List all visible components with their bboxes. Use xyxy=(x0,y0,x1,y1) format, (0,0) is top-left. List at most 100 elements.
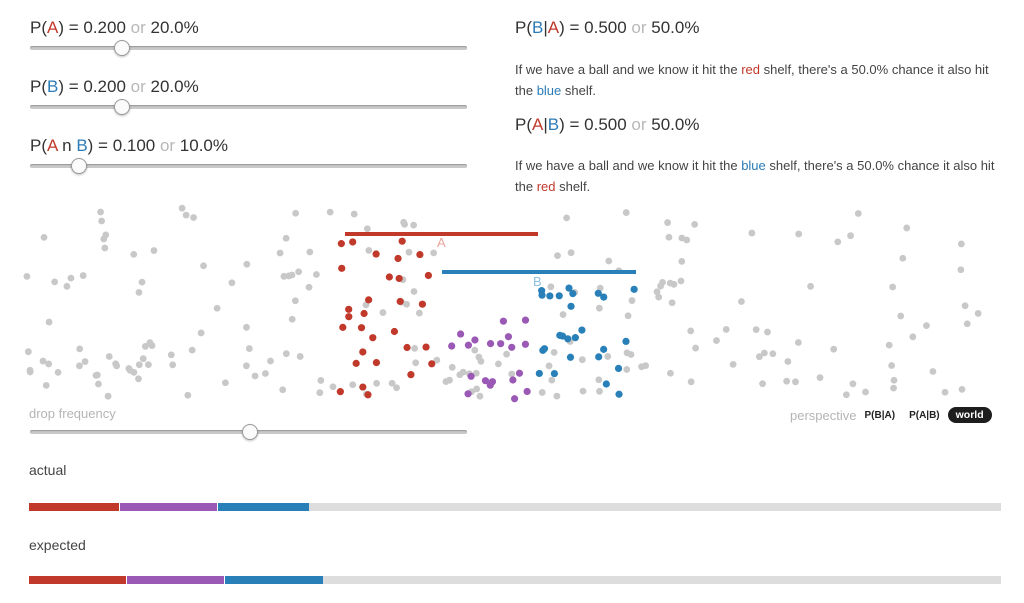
ball xyxy=(842,391,850,399)
pab-slider[interactable] xyxy=(30,158,467,174)
ball xyxy=(456,371,464,379)
ball xyxy=(738,298,745,305)
ball xyxy=(623,366,631,373)
ball xyxy=(104,392,112,400)
pa-slider[interactable] xyxy=(30,40,467,56)
ball xyxy=(509,376,517,384)
ball xyxy=(667,369,674,377)
ball xyxy=(398,237,406,245)
ball xyxy=(792,378,799,386)
perspective-world[interactable]: world xyxy=(947,407,992,423)
ball xyxy=(442,378,450,385)
pb-slider[interactable] xyxy=(30,99,467,115)
ball xyxy=(357,324,366,332)
ball xyxy=(349,238,357,246)
ball xyxy=(98,217,106,225)
actual-bar xyxy=(29,503,1001,511)
pab-readout: P(A n B) = 0.100 or 10.0% xyxy=(30,136,228,155)
ball xyxy=(471,346,479,354)
ball xyxy=(228,279,236,287)
ball xyxy=(243,323,250,331)
pa-slider-thumb[interactable] xyxy=(114,40,130,56)
ball xyxy=(45,360,53,368)
ball xyxy=(556,331,564,339)
ball xyxy=(535,369,543,378)
ball xyxy=(961,302,969,310)
ball xyxy=(412,359,420,367)
ball xyxy=(178,204,186,212)
ball xyxy=(184,391,192,399)
ball xyxy=(296,353,304,360)
perspective-a-given-b[interactable]: P(A|B) xyxy=(909,409,940,421)
ball xyxy=(418,300,427,308)
perspective-b-given-a[interactable]: P(B|A) xyxy=(864,409,896,421)
ball xyxy=(329,383,337,391)
ball xyxy=(655,293,663,301)
ball xyxy=(764,328,771,336)
ball xyxy=(477,357,485,365)
ball xyxy=(76,362,83,370)
drop-frequency-thumb[interactable] xyxy=(242,424,258,440)
ball xyxy=(135,361,143,369)
ball xyxy=(190,214,197,221)
ball xyxy=(395,274,403,283)
ball xyxy=(135,289,143,296)
bar-segment xyxy=(119,503,217,511)
ball xyxy=(687,378,695,386)
ball xyxy=(350,210,358,218)
ball xyxy=(628,297,636,304)
ball xyxy=(81,358,89,365)
ball xyxy=(909,333,917,341)
perspective-label: perspective xyxy=(790,407,857,423)
ball xyxy=(92,372,100,379)
ball xyxy=(364,391,372,399)
ball xyxy=(267,357,274,365)
ball xyxy=(393,384,400,392)
ball xyxy=(26,366,34,374)
ball xyxy=(464,390,472,398)
ball xyxy=(472,369,480,377)
ball xyxy=(760,349,768,357)
ball xyxy=(854,210,862,217)
ball xyxy=(67,274,75,282)
drop-frequency-slider[interactable] xyxy=(30,424,467,440)
ball xyxy=(666,279,674,287)
pb-slider-thumb[interactable] xyxy=(114,99,130,115)
ball xyxy=(105,353,113,360)
ball xyxy=(394,254,402,263)
ball xyxy=(54,368,62,376)
ball xyxy=(665,233,673,241)
balls-layer xyxy=(23,204,982,403)
ball xyxy=(653,288,661,296)
ball xyxy=(521,316,530,324)
ball xyxy=(407,371,415,379)
ball xyxy=(794,339,802,346)
ball xyxy=(622,209,630,216)
ball xyxy=(847,232,854,240)
ball xyxy=(39,357,47,365)
ball xyxy=(326,208,334,216)
ball xyxy=(23,272,31,280)
ball xyxy=(243,260,251,268)
pab-slider-thumb[interactable] xyxy=(71,158,87,174)
ball xyxy=(862,388,869,396)
ball xyxy=(138,278,146,286)
ball xyxy=(245,345,253,352)
ball xyxy=(677,277,685,285)
ball xyxy=(295,268,303,276)
ball xyxy=(579,387,587,395)
ball xyxy=(292,209,300,217)
ball xyxy=(668,299,676,307)
ball xyxy=(102,231,110,239)
ball xyxy=(288,271,296,279)
ball xyxy=(372,250,380,258)
ball xyxy=(401,220,409,228)
ball xyxy=(486,340,495,348)
ball xyxy=(958,385,966,393)
expected-label: expected xyxy=(29,537,86,553)
ball xyxy=(352,359,360,367)
ball xyxy=(448,342,456,350)
ball xyxy=(834,238,842,246)
ball xyxy=(569,289,577,298)
ball xyxy=(888,362,896,369)
